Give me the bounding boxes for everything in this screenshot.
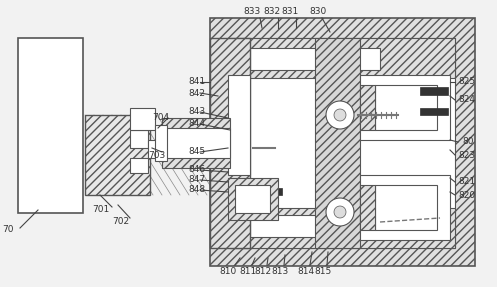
Text: 841: 841	[188, 77, 205, 86]
Bar	[420, 87, 448, 95]
Text: 825: 825	[458, 77, 475, 86]
Text: 70: 70	[2, 226, 13, 234]
Bar	[230, 38, 455, 248]
Text: 702: 702	[112, 218, 129, 226]
Text: 815: 815	[315, 267, 331, 276]
Text: 848: 848	[188, 185, 205, 195]
Text: 824: 824	[458, 96, 475, 104]
Bar	[230, 38, 455, 78]
Text: 832: 832	[263, 7, 281, 16]
Bar	[420, 108, 448, 115]
Text: 703: 703	[148, 150, 165, 160]
Text: 842: 842	[188, 88, 205, 98]
Bar	[130, 130, 148, 148]
Text: 820: 820	[458, 191, 475, 199]
Bar	[250, 215, 380, 237]
Circle shape	[334, 206, 346, 218]
Text: 843: 843	[188, 108, 205, 117]
Polygon shape	[360, 185, 375, 230]
Bar	[130, 108, 155, 130]
Text: 844: 844	[188, 119, 205, 129]
Text: 846: 846	[188, 166, 205, 174]
Bar	[130, 158, 148, 173]
Bar	[210, 38, 250, 248]
Bar	[235, 185, 270, 213]
Text: 833: 833	[244, 7, 260, 16]
Text: 811: 811	[240, 267, 256, 276]
Bar	[210, 18, 475, 266]
Text: 823: 823	[458, 150, 475, 160]
Text: 80: 80	[462, 137, 474, 146]
Bar	[375, 185, 437, 230]
Bar	[360, 175, 450, 240]
Bar	[18, 38, 83, 213]
Bar	[228, 178, 278, 220]
Text: 821: 821	[458, 177, 475, 187]
Bar	[148, 140, 162, 158]
Text: 831: 831	[281, 7, 299, 16]
Bar	[155, 125, 167, 161]
Text: 812: 812	[254, 267, 271, 276]
Circle shape	[326, 101, 354, 129]
Bar	[228, 75, 250, 175]
Bar	[162, 118, 230, 168]
Text: 810: 810	[219, 267, 237, 276]
Text: 813: 813	[271, 267, 289, 276]
Bar	[315, 38, 360, 248]
Bar	[360, 75, 450, 140]
Text: 830: 830	[309, 7, 327, 16]
Text: 704: 704	[152, 113, 169, 123]
Circle shape	[334, 109, 346, 121]
Bar	[162, 128, 230, 158]
Bar	[252, 188, 282, 195]
Circle shape	[326, 198, 354, 226]
Bar	[375, 85, 437, 130]
Bar	[250, 48, 380, 70]
Text: 814: 814	[297, 267, 315, 276]
Bar	[85, 115, 150, 195]
Text: 847: 847	[188, 175, 205, 185]
Text: 845: 845	[188, 148, 205, 156]
Text: 701: 701	[92, 205, 109, 214]
Bar	[230, 208, 455, 248]
Polygon shape	[360, 85, 375, 130]
